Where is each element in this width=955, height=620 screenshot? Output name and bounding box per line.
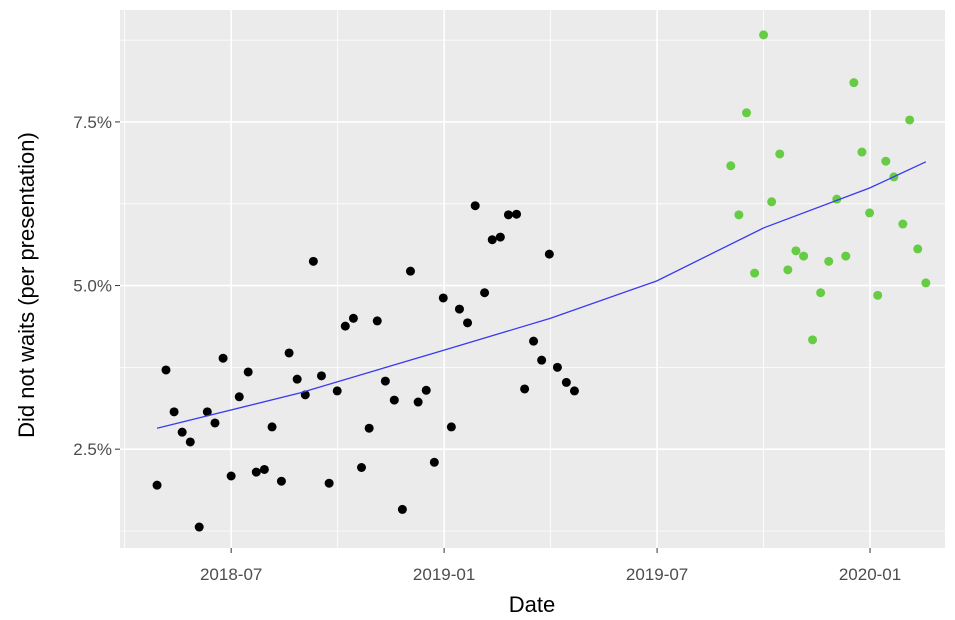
point xyxy=(380,376,390,386)
point xyxy=(742,108,752,118)
point xyxy=(487,235,497,245)
y-tick-label: 5.0% xyxy=(73,277,112,296)
point xyxy=(841,251,851,261)
point xyxy=(849,78,859,88)
point xyxy=(921,278,931,288)
point xyxy=(259,464,269,474)
x-tick-label: 2019-01 xyxy=(413,565,475,584)
point xyxy=(218,353,228,363)
point xyxy=(512,209,522,219)
point xyxy=(454,304,464,314)
point xyxy=(364,423,374,433)
point xyxy=(292,374,302,384)
point xyxy=(276,476,286,486)
point xyxy=(397,504,407,514)
point xyxy=(898,219,908,229)
point xyxy=(332,386,342,396)
point xyxy=(808,335,818,345)
point xyxy=(470,201,480,211)
x-tick-label: 2019-07 xyxy=(626,565,688,584)
point xyxy=(495,232,505,242)
point xyxy=(308,256,318,266)
point xyxy=(799,251,809,261)
point xyxy=(503,210,513,220)
point xyxy=(152,480,162,490)
point xyxy=(389,395,399,405)
point xyxy=(234,392,244,402)
point xyxy=(226,471,236,481)
point xyxy=(816,288,826,298)
point xyxy=(520,384,530,394)
point xyxy=(480,288,490,298)
point xyxy=(429,457,439,467)
x-axis-title: Date xyxy=(509,592,555,617)
point xyxy=(251,467,261,477)
point xyxy=(210,418,220,428)
point xyxy=(194,522,204,532)
point xyxy=(324,478,334,488)
trend-line xyxy=(156,161,927,429)
point xyxy=(824,256,834,266)
point xyxy=(438,293,448,303)
point xyxy=(726,161,736,171)
panel xyxy=(120,10,945,548)
point xyxy=(775,149,785,159)
point xyxy=(544,249,554,259)
point xyxy=(169,407,179,417)
point xyxy=(177,427,187,437)
point xyxy=(865,208,875,218)
point xyxy=(372,316,382,326)
point xyxy=(284,348,294,358)
point xyxy=(783,265,793,275)
x-tick-label: 2020-01 xyxy=(839,565,901,584)
point xyxy=(161,365,171,375)
point xyxy=(413,397,423,407)
point xyxy=(446,422,456,432)
point xyxy=(873,290,883,300)
point xyxy=(561,377,571,387)
point xyxy=(881,156,891,166)
point xyxy=(750,268,760,278)
point xyxy=(537,355,547,365)
point xyxy=(340,321,350,331)
point xyxy=(463,318,473,328)
point xyxy=(552,362,562,372)
point xyxy=(759,30,769,40)
point xyxy=(529,336,539,346)
point xyxy=(905,115,915,125)
point xyxy=(267,422,277,432)
y-tick-label: 2.5% xyxy=(73,440,112,459)
point xyxy=(569,386,579,396)
point xyxy=(913,244,923,254)
y-axis-title: Did not waits (per presentation) xyxy=(14,132,39,438)
point xyxy=(243,367,253,377)
point xyxy=(791,246,801,256)
point xyxy=(348,313,358,323)
point xyxy=(185,437,195,447)
point xyxy=(405,266,415,276)
point xyxy=(421,385,431,395)
point xyxy=(316,371,326,381)
point xyxy=(857,147,867,157)
point xyxy=(202,407,212,417)
point xyxy=(767,197,777,207)
point xyxy=(734,210,744,220)
x-tick-label: 2018-07 xyxy=(200,565,262,584)
y-tick-label: 7.5% xyxy=(73,113,112,132)
point xyxy=(356,462,366,472)
